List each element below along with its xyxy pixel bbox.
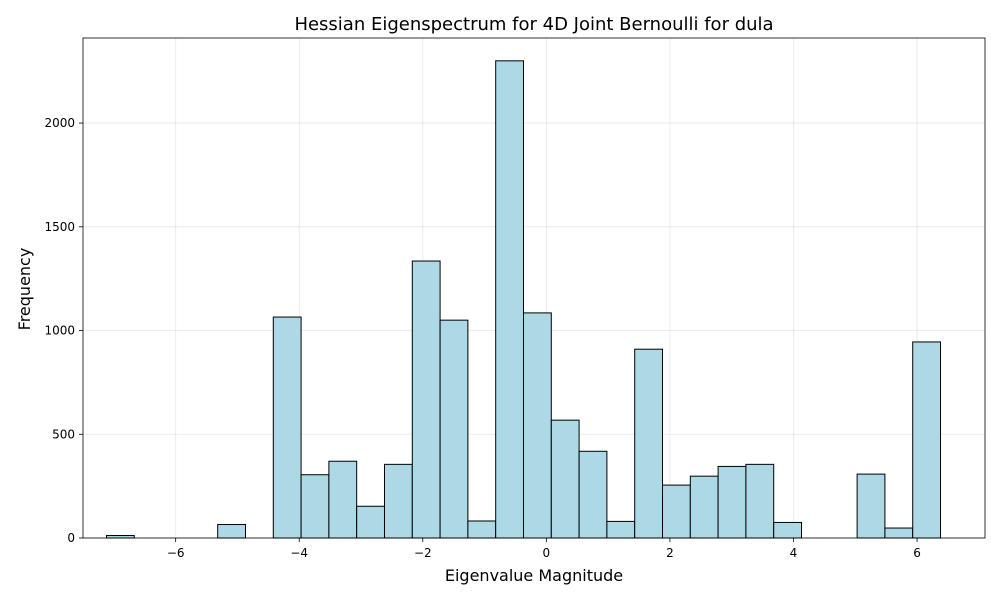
histogram-bar — [328, 460, 358, 539]
histogram-bar — [634, 348, 664, 539]
histogram-bar — [272, 316, 302, 539]
y-tick-label: 1500 — [44, 220, 75, 234]
y-tick-label: 2000 — [44, 116, 75, 130]
histogram-bar — [411, 260, 441, 539]
y-tick-label: 0 — [67, 531, 75, 545]
y-tick-label: 1000 — [44, 324, 75, 338]
histogram-bar — [522, 312, 552, 539]
histogram-bar — [356, 505, 385, 539]
x-tick-label: 4 — [790, 546, 798, 560]
histogram-bar — [495, 60, 524, 539]
x-tick-label: −6 — [167, 546, 185, 560]
x-tick-label: 2 — [666, 546, 674, 560]
histogram-bar — [912, 341, 942, 539]
histogram-bar — [662, 484, 691, 539]
histogram-bar — [217, 524, 246, 539]
histogram-bar — [884, 527, 914, 539]
x-tick-label: −2 — [414, 546, 432, 560]
x-tick-label: 0 — [543, 546, 551, 560]
histogram-bar — [689, 475, 719, 539]
x-tick-label: 6 — [913, 546, 921, 560]
histogram-bar — [550, 419, 580, 539]
x-axis-label: Eigenvalue Magnitude — [445, 566, 623, 585]
y-tick-label: 500 — [52, 427, 75, 441]
x-tick-label: −4 — [290, 546, 308, 560]
histogram-bar — [745, 463, 775, 539]
histogram-bar — [606, 520, 636, 539]
histogram-bar — [300, 474, 330, 539]
histogram-bar — [773, 521, 803, 539]
plot-frame — [82, 37, 986, 539]
histogram-bar — [383, 463, 413, 539]
y-axis-label: Frequency — [15, 248, 34, 331]
histogram-bar — [717, 465, 747, 539]
bar-layer — [105, 60, 942, 539]
histogram-bar — [856, 473, 886, 539]
histogram-bar — [439, 319, 469, 539]
tick-layer: −6 −4 −2 0 2 4 6 0 500 1000 1500 2000 — [44, 116, 920, 560]
chart-title: Hessian Eigenspectrum for 4D Joint Berno… — [294, 14, 773, 35]
histogram-bar — [578, 450, 608, 539]
histogram-bar — [467, 520, 497, 539]
